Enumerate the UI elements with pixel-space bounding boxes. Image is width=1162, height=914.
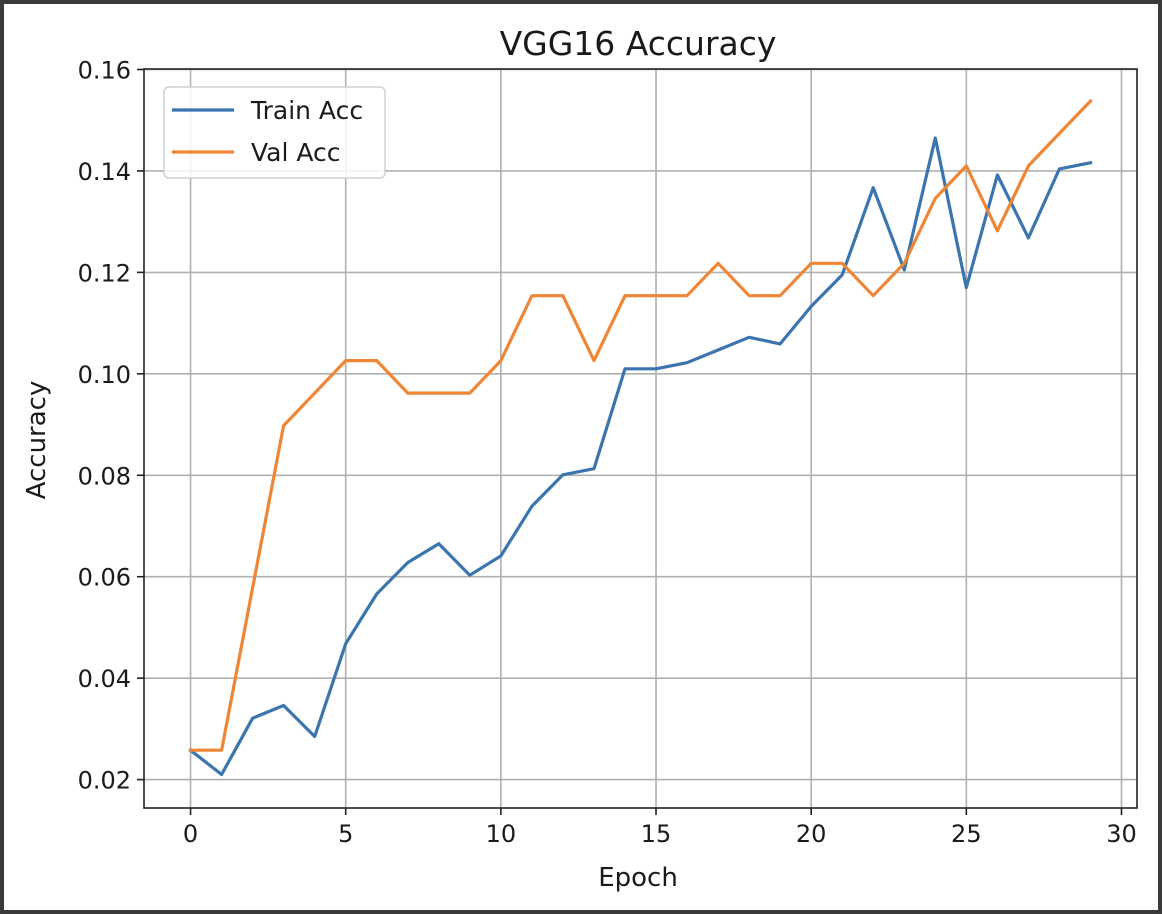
line-chart: VGG16 Accuracy 0 5 10 15 20 25 30 0.02 0.04 0.06… xyxy=(22,24,1138,893)
series-lines xyxy=(188,98,1093,777)
plot-area-frame xyxy=(143,68,1138,809)
series-line-val-acc xyxy=(188,98,1093,752)
x-tick-label: 5 xyxy=(338,820,353,848)
x-tick-label: 30 xyxy=(1106,820,1137,848)
y-tick-label: 0.16 xyxy=(78,57,131,85)
y-tick-label: 0.12 xyxy=(78,259,131,287)
x-tick-label: 20 xyxy=(796,820,827,848)
x-axis-ticks: 0 5 10 15 20 25 30 xyxy=(183,808,1137,848)
x-tick-label: 0 xyxy=(183,820,198,848)
grid xyxy=(144,68,1137,808)
series-line-train-acc xyxy=(188,136,1093,777)
x-tick-label: 15 xyxy=(641,820,672,848)
chart-title: VGG16 Accuracy xyxy=(500,24,777,63)
legend-label-train-acc: Train Acc xyxy=(250,96,363,125)
y-axis-ticks: 0.02 0.04 0.06 0.08 0.10 0.12 0.14 0.16 xyxy=(78,57,144,795)
y-tick-label: 0.06 xyxy=(78,564,131,592)
y-tick-label: 0.02 xyxy=(78,767,131,795)
y-tick-label: 0.10 xyxy=(78,361,131,389)
x-axis-label: Epoch xyxy=(598,863,678,893)
legend-label-val-acc: Val Acc xyxy=(251,138,341,167)
x-tick-label: 25 xyxy=(951,820,982,848)
y-tick-label: 0.14 xyxy=(78,158,131,186)
legend: Train Acc Val Acc xyxy=(163,86,386,179)
y-tick-label: 0.08 xyxy=(78,462,131,490)
y-tick-label: 0.04 xyxy=(78,665,131,693)
x-tick-label: 10 xyxy=(486,820,517,848)
y-axis-label: Accuracy xyxy=(22,381,52,500)
